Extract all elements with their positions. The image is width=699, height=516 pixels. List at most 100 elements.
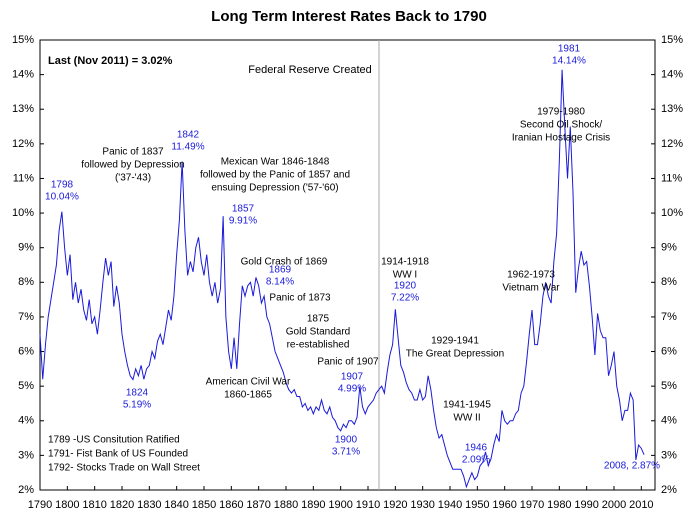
event-note: 1914-1918	[381, 257, 429, 268]
founding-note: 1791- Fist Bank of US Founded	[48, 449, 188, 460]
y-tick-label: 4%	[18, 415, 34, 427]
y2-tick-label: 11%	[661, 172, 682, 184]
y-tick-label: 10%	[12, 207, 34, 219]
y2-tick-label: 6%	[661, 345, 677, 357]
y2-tick-label: 2%	[661, 484, 677, 496]
event-note: 1860-1865	[224, 390, 272, 401]
x-tick-label: 2000	[602, 499, 626, 511]
y-tick-label: 13%	[12, 103, 34, 115]
y-tick-label: 7%	[18, 311, 34, 323]
event-note: Mexican War 1846-1848	[221, 157, 330, 168]
x-tick-label: 1800	[55, 499, 79, 511]
event-note: followed by the Panic of 1857 and	[200, 170, 350, 181]
y2-tick-label: 12%	[661, 138, 683, 150]
y-tick-label: 8%	[18, 276, 34, 288]
point-year: 1920	[394, 281, 417, 292]
x-tick-label: 1860	[219, 499, 243, 511]
point-label: 8.14%	[266, 277, 294, 288]
event-note: Gold Crash of 1869	[241, 257, 328, 268]
y-tick-label: 9%	[18, 242, 34, 254]
rate-line	[39, 69, 645, 489]
plot-frame	[39, 39, 656, 491]
point-label: 2008, 2.87%	[604, 461, 660, 472]
x-tick-label: 1790	[28, 499, 52, 511]
event-note: 1929-1941	[431, 336, 479, 347]
point-label: 3.71%	[332, 447, 360, 458]
x-tick-label: 1940	[438, 499, 462, 511]
x-tick-label: 1990	[574, 499, 598, 511]
event-note: Panic of 1873	[269, 293, 331, 304]
x-tick-label: 1930	[410, 499, 434, 511]
x-tick-label: 1870	[246, 499, 270, 511]
point-year: 1981	[558, 44, 581, 55]
point-label: 2.09%	[462, 455, 490, 466]
x-tick-label: 1810	[82, 499, 106, 511]
point-year: 1842	[177, 130, 200, 141]
x-tick-label: 1910	[356, 499, 380, 511]
event-note: WW II	[453, 413, 480, 424]
x-tick-label: 1830	[137, 499, 161, 511]
event-note: Panic of 1907	[317, 357, 379, 368]
point-year: 1869	[269, 265, 292, 276]
event-note: Gold Standard	[286, 327, 351, 338]
point-label: 9.91%	[229, 216, 257, 227]
y2-tick-label: 9%	[661, 242, 677, 254]
point-label: 5.19%	[123, 400, 151, 411]
point-year: 1900	[335, 435, 358, 446]
x-tick-label: 1920	[383, 499, 407, 511]
point-label: 11.49%	[171, 142, 204, 153]
event-note: ('37-'43)	[115, 173, 151, 184]
y-tick-label: 12%	[12, 138, 34, 150]
point-label: 4.99%	[338, 384, 366, 395]
x-tick-label: 1900	[328, 499, 352, 511]
point-year: 1857	[232, 204, 255, 215]
y2-tick-label: 13%	[661, 103, 683, 115]
y2-tick-label: 8%	[661, 276, 677, 288]
last-note: Last (Nov 2011) = 3.02%	[48, 55, 173, 67]
point-year: 1798	[51, 180, 74, 191]
y-tick-label: 14%	[12, 69, 34, 81]
x-tick-label: 1950	[465, 499, 489, 511]
x-tick-label: 1980	[547, 499, 571, 511]
x-tick-label: 1960	[492, 499, 516, 511]
event-note: The Great Depression	[406, 349, 504, 360]
event-note: Second Oil Shock/	[520, 120, 602, 131]
event-note: 1941-1945	[443, 400, 491, 411]
event-note: Panic of 1837	[102, 147, 164, 158]
x-tick-label: 1970	[520, 499, 544, 511]
point-label: 7.22%	[391, 293, 419, 304]
y-tick-label: 3%	[18, 449, 34, 461]
event-note: Iranian Hostage Crisis	[512, 133, 610, 144]
fed-note: Federal Reserve Created	[248, 64, 372, 76]
x-tick-label: 1850	[192, 499, 216, 511]
y-tick-label: 5%	[18, 380, 34, 392]
y2-tick-label: 14%	[661, 69, 683, 81]
event-note: 1979-1980	[537, 107, 585, 118]
event-note: Vietnam War	[502, 283, 560, 294]
chart-title: Long Term Interest Rates Back to 1790	[211, 8, 487, 25]
event-note: followed by Depression	[81, 160, 184, 171]
founding-note: 1792- Stocks Trade on Wall Street	[48, 463, 200, 474]
point-year: 1824	[126, 388, 149, 399]
y-tick-label: 15%	[12, 34, 34, 46]
x-tick-label: 1880	[274, 499, 298, 511]
y2-tick-label: 15%	[661, 34, 683, 46]
point-year: 1946	[465, 443, 488, 454]
point-label: 14.14%	[552, 56, 586, 67]
point-label: 10.04%	[45, 192, 79, 203]
event-note: American Civil War	[206, 377, 291, 388]
x-tick-label: 1820	[110, 499, 134, 511]
x-tick-label: 1890	[301, 499, 325, 511]
x-tick-label: 2010	[629, 499, 653, 511]
y-tick-label: 11%	[13, 172, 34, 184]
y2-tick-label: 5%	[661, 380, 677, 392]
y2-tick-label: 4%	[661, 415, 677, 427]
y2-tick-label: 3%	[661, 449, 677, 461]
event-note: 1962-1973	[507, 270, 555, 281]
x-tick-label: 1840	[164, 499, 188, 511]
y-tick-label: 2%	[18, 484, 34, 496]
event-note: WW I	[393, 270, 417, 281]
y2-tick-label: 7%	[661, 311, 677, 323]
event-note: re-established	[287, 340, 350, 351]
